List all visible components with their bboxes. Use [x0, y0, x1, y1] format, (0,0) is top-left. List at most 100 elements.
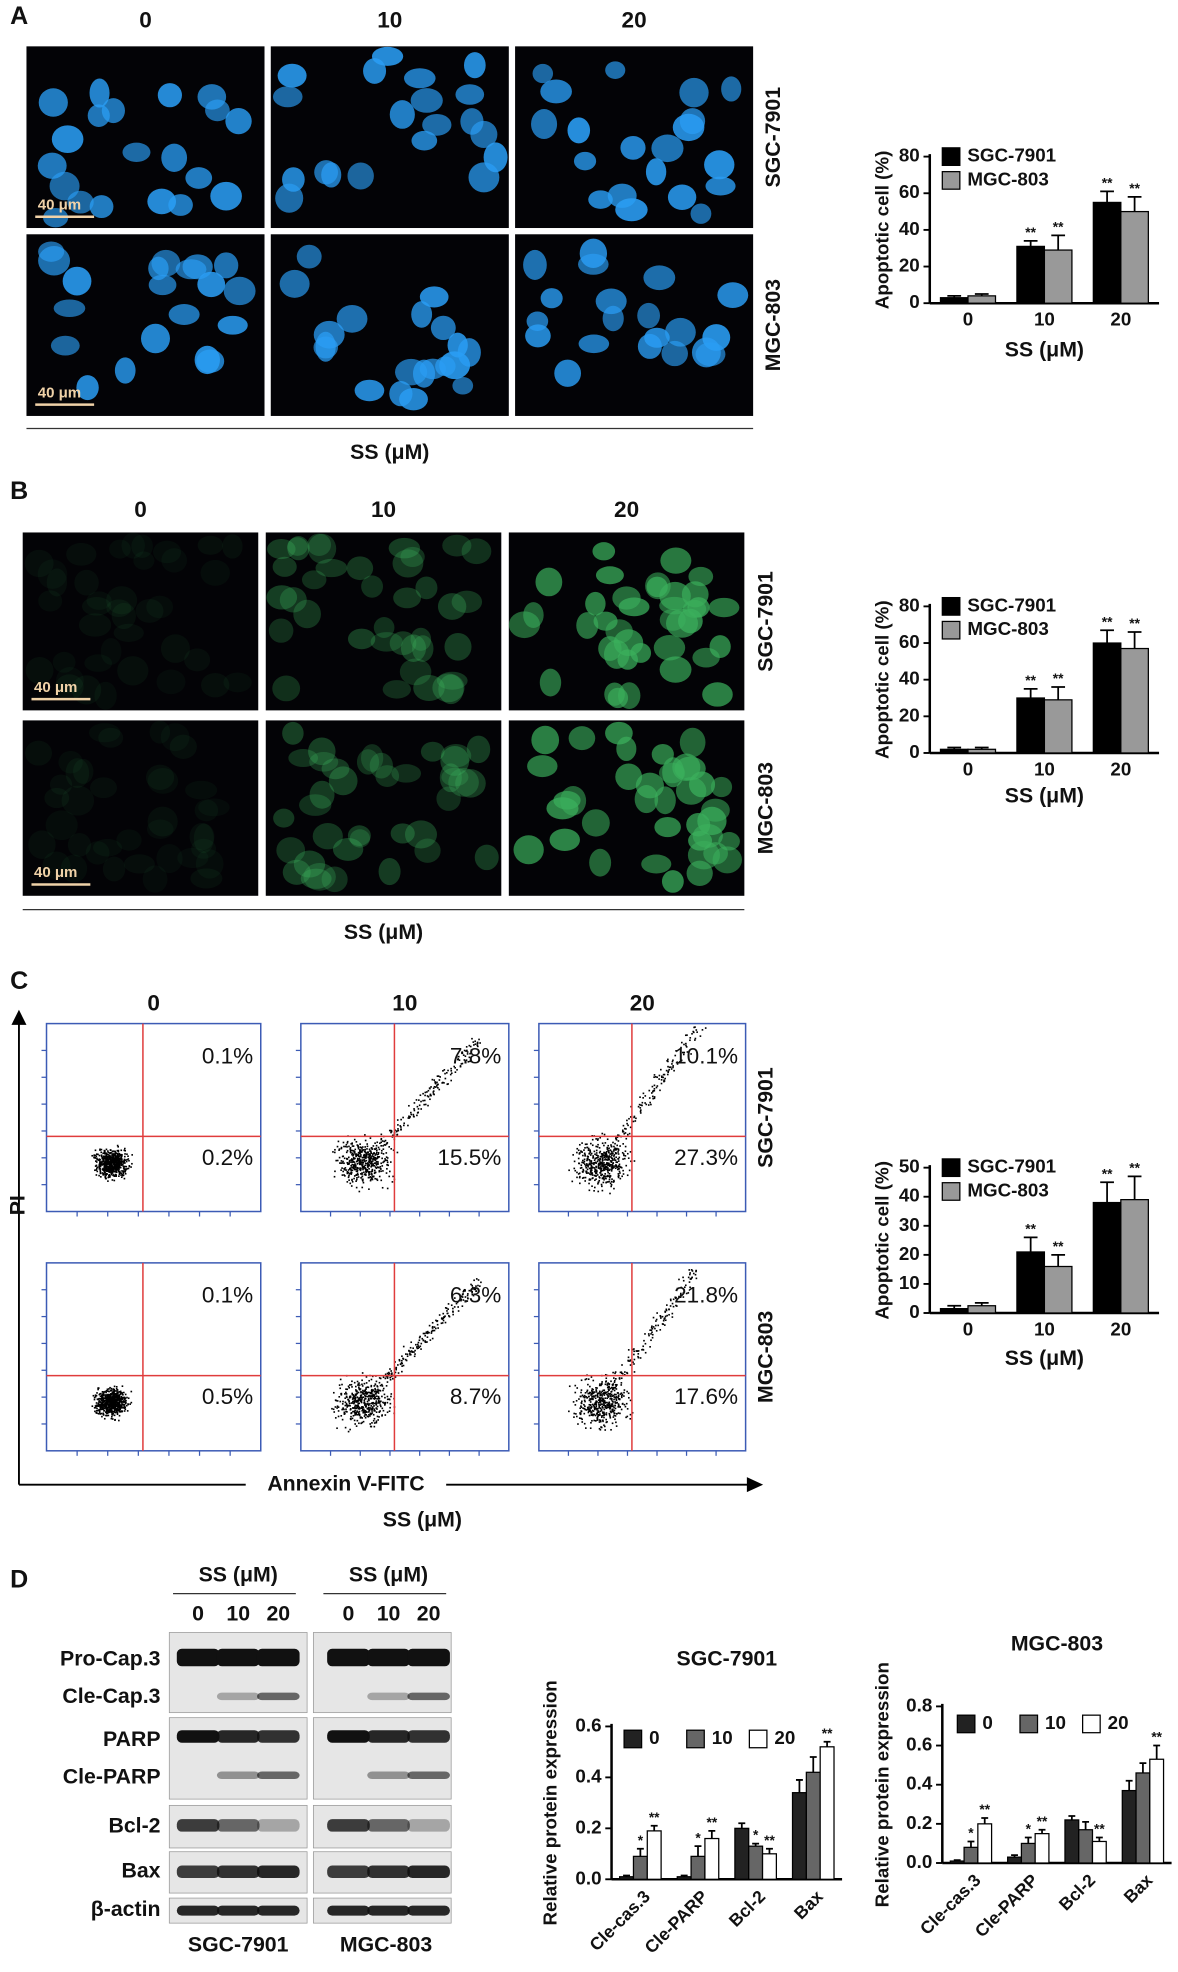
event-dot	[597, 1190, 600, 1193]
event-dot	[475, 1290, 478, 1292]
event-dot	[117, 1160, 120, 1163]
event-dot	[386, 1375, 389, 1378]
event-dot	[386, 1372, 389, 1375]
event-dot	[115, 1157, 118, 1159]
nucleus	[404, 820, 438, 849]
event-dot	[375, 1163, 378, 1166]
nucleus	[145, 764, 175, 790]
blot-band	[367, 1865, 410, 1879]
significance: *	[1026, 1822, 1032, 1837]
event-dot	[338, 1384, 341, 1386]
event-dot	[94, 1405, 97, 1407]
event-dot	[126, 1410, 129, 1412]
x-axis-label: SS (μM)	[1005, 337, 1084, 361]
event-dot	[362, 1393, 365, 1395]
nucleus	[373, 617, 395, 638]
event-dot	[594, 1161, 596, 1164]
event-dot	[116, 1149, 119, 1152]
event-dot	[578, 1162, 580, 1165]
event-dot	[596, 1411, 599, 1414]
event-dot	[100, 1176, 102, 1178]
event-dot	[112, 1169, 115, 1172]
event-dot	[633, 1160, 636, 1162]
event-dot	[103, 1407, 106, 1410]
nucleus	[592, 542, 616, 561]
event-dot	[584, 1180, 587, 1182]
event-dot	[623, 1157, 626, 1160]
event-dot	[345, 1169, 347, 1171]
event-dot	[420, 1342, 423, 1345]
event-dot	[601, 1154, 604, 1156]
event-dot	[374, 1395, 376, 1398]
event-dot	[607, 1149, 610, 1152]
event-dot	[691, 1032, 693, 1035]
event-dot	[362, 1149, 365, 1151]
event-dot	[692, 1030, 695, 1033]
event-dot	[357, 1383, 360, 1386]
event-dot	[386, 1168, 388, 1170]
event-dot	[123, 1400, 125, 1403]
nucleus	[309, 780, 335, 809]
event-dot	[587, 1165, 589, 1168]
event-dot	[367, 1163, 369, 1166]
event-dot	[363, 1415, 366, 1417]
event-dot	[368, 1410, 371, 1412]
event-dot	[648, 1334, 650, 1337]
event-dot	[368, 1157, 370, 1160]
event-dot	[381, 1165, 384, 1167]
event-dot	[410, 1350, 413, 1352]
event-dot	[362, 1178, 364, 1181]
event-dot	[613, 1157, 616, 1160]
event-dot	[585, 1163, 588, 1165]
event-dot	[613, 1381, 616, 1384]
event-dot	[387, 1373, 390, 1376]
event-dot	[353, 1402, 355, 1405]
event-dot	[124, 1162, 126, 1164]
event-dot	[376, 1163, 379, 1165]
event-dot	[587, 1383, 589, 1386]
event-dot	[606, 1405, 608, 1407]
event-dot	[93, 1407, 96, 1409]
event-dot	[100, 1397, 102, 1400]
event-dot	[120, 1410, 123, 1413]
event-dot	[105, 1409, 108, 1411]
event-dot	[116, 1413, 119, 1416]
event-dot	[598, 1159, 601, 1162]
event-dot	[665, 1309, 668, 1312]
event-dot	[385, 1152, 388, 1154]
event-dot	[575, 1399, 578, 1402]
event-dot	[113, 1175, 116, 1177]
event-dot	[378, 1389, 381, 1392]
event-dot	[362, 1396, 365, 1399]
event-dot	[376, 1408, 378, 1410]
event-dot	[618, 1378, 621, 1380]
event-dot	[587, 1378, 590, 1381]
event-dot	[588, 1178, 591, 1180]
event-dot	[442, 1070, 444, 1072]
event-dot	[655, 1086, 658, 1089]
event-dot	[336, 1159, 339, 1162]
event-dot	[613, 1396, 616, 1398]
event-dot	[127, 1403, 129, 1405]
event-dot	[121, 1161, 124, 1163]
error-bar	[947, 746, 962, 750]
event-dot	[622, 1158, 624, 1160]
event-dot	[685, 1042, 687, 1045]
event-dot	[371, 1390, 373, 1393]
event-dot	[378, 1397, 381, 1400]
event-dot	[425, 1331, 428, 1333]
event-dot	[586, 1172, 588, 1174]
nucleus	[106, 599, 132, 618]
event-dot	[119, 1163, 122, 1165]
bar	[690, 1855, 706, 1880]
event-dot	[104, 1166, 107, 1169]
event-dot	[467, 1060, 470, 1063]
event-dot	[351, 1178, 353, 1181]
event-dot	[332, 1391, 335, 1394]
event-dot	[121, 1397, 124, 1400]
event-dot	[423, 1099, 426, 1102]
event-dot	[122, 1391, 125, 1394]
event-dot	[364, 1134, 366, 1136]
bar	[1016, 697, 1046, 754]
significance: **	[1129, 616, 1140, 631]
